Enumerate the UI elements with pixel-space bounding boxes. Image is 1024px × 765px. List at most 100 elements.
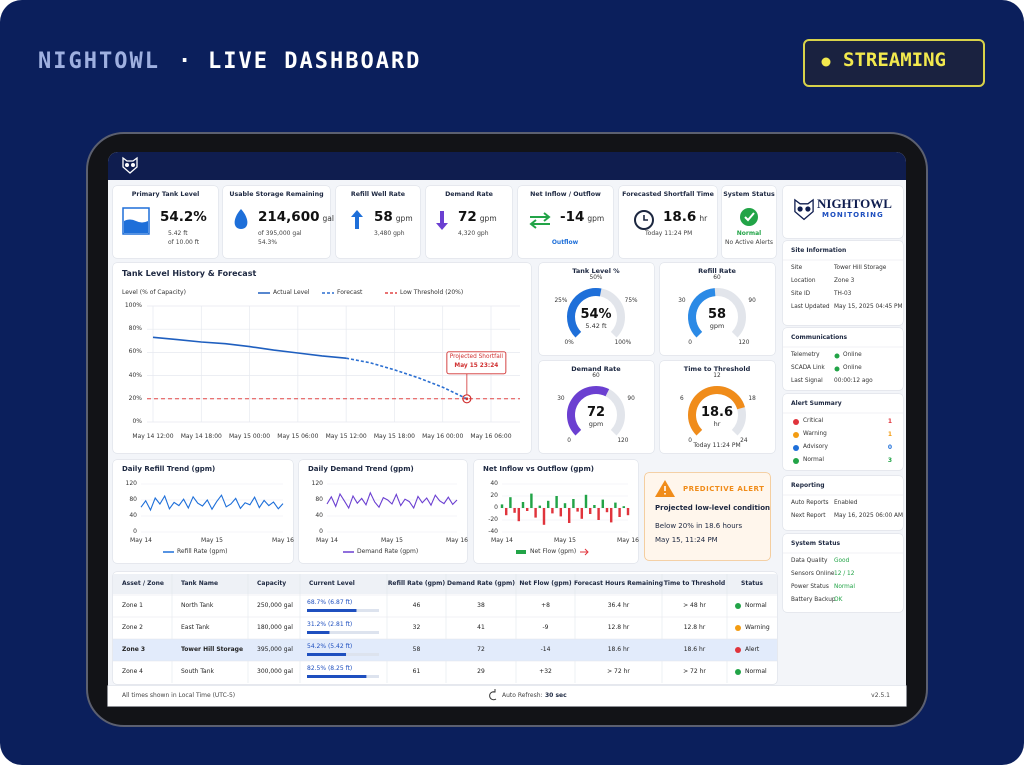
kpi-value-row: 18.6 hr	[663, 210, 707, 225]
flow-bar	[559, 508, 563, 517]
x-tick-label: May 14	[491, 537, 513, 544]
cell: +8	[541, 602, 550, 609]
level-bar	[307, 675, 367, 678]
x-tick-label: May 15	[201, 537, 223, 544]
row-value: 12 / 12	[834, 571, 855, 577]
gauge-value: 54%	[580, 307, 612, 322]
cell: 18.6 hr	[683, 646, 706, 653]
footer-bar	[108, 686, 906, 706]
level-bar	[307, 631, 330, 634]
chart-card	[113, 460, 293, 563]
flow-bar	[525, 508, 529, 511]
cell: 29	[477, 668, 485, 675]
kpi-label: Usable Storage Remaining	[229, 191, 324, 198]
flow-bar	[614, 502, 617, 508]
row-label: Advisory	[803, 444, 828, 450]
y-tick-label: 0%	[132, 418, 142, 425]
flow-bar	[555, 496, 558, 508]
separator: ·	[178, 49, 194, 74]
cell: North Tank	[181, 602, 214, 609]
logo-tagline: MONITORING	[822, 211, 884, 219]
row-value: May 15, 2025 04:45 PM	[834, 304, 903, 310]
column-header: Net Flow (gpm)	[519, 580, 572, 587]
legend-label: Forecast	[337, 289, 363, 296]
kpi-value-row: -14 gpm	[560, 210, 604, 225]
y-tick-label: 0	[133, 528, 137, 535]
legend-label: Net Flow (gpm)	[530, 548, 577, 555]
gauge-tick-label: 18	[748, 396, 756, 403]
gauge-tick-label: 0	[688, 437, 692, 444]
alert-count: 3	[887, 457, 892, 464]
status-text: Normal	[745, 668, 767, 675]
row-value: May 16, 2025 06:00 AM	[834, 513, 903, 519]
owl-eye	[805, 206, 811, 212]
x-tick-label: May 14 12:00	[132, 433, 174, 440]
gauge-value: 72	[586, 405, 606, 420]
cell: 180,000 gal	[257, 624, 293, 631]
top-bar	[108, 152, 906, 180]
y-tick-label: 20%	[128, 394, 142, 402]
flow-bar	[588, 508, 592, 514]
gauge-card	[660, 361, 775, 453]
kpi-note: No Active Alerts	[725, 239, 773, 246]
row-label: Battery Backup	[791, 597, 836, 603]
logo-card	[783, 186, 903, 238]
kpi-card	[336, 186, 420, 258]
gauge-title: Refill Rate	[698, 267, 736, 275]
flow-icon	[529, 212, 551, 229]
level-track	[307, 631, 379, 634]
gauge-tick-label: 25%	[554, 298, 568, 305]
level-text: 68.7% (6.87 ft)	[307, 599, 353, 606]
x-tick-label: May 15	[554, 537, 576, 544]
cell: 12.8 hr	[683, 624, 706, 631]
row-value: OK	[834, 597, 843, 603]
row-label: Data Quality	[791, 558, 828, 564]
annotation-box	[446, 351, 507, 375]
cell: +32	[539, 668, 552, 675]
row-label: Site	[791, 265, 803, 271]
row-label: Last Signal	[791, 378, 823, 384]
alert-count: 0	[887, 444, 892, 451]
cell: 72	[477, 646, 485, 653]
row-value: 00:00:12 ago	[834, 378, 873, 384]
alert-time: May 15, 11:24 PM	[655, 536, 718, 544]
legend-label: Refill Rate (gpm)	[177, 548, 228, 555]
flow-bar	[584, 494, 588, 508]
refresh-label: Auto Refresh:	[502, 692, 543, 699]
row-value: Normal	[834, 584, 855, 590]
gauge-tick-label: 50%	[589, 275, 603, 281]
flow-bar	[542, 508, 546, 525]
owl-eye	[125, 163, 129, 167]
kpi-note: Outflow	[551, 239, 579, 246]
row-value: Zone 3	[834, 278, 855, 284]
section-title: Reporting	[791, 482, 825, 489]
footer-version: v2.5.1	[871, 692, 890, 699]
cell: -9	[542, 624, 549, 631]
cell: East Tank	[181, 624, 210, 631]
legend-swatch	[516, 550, 526, 554]
level-bar	[307, 653, 347, 656]
x-tick-label: May 16	[617, 537, 639, 544]
owl-icon	[794, 198, 814, 221]
cell: Zone 1	[122, 602, 143, 609]
flow-bar	[622, 506, 626, 508]
sidebar-card	[783, 328, 903, 390]
flow-bar	[551, 508, 554, 514]
kpi-value-row: 58 gpm	[374, 210, 413, 225]
status-text: Warning	[745, 624, 770, 631]
chart-title: Daily Demand Trend (gpm)	[308, 465, 414, 473]
flow-bar	[534, 508, 537, 518]
kpi-note: of 10.00 ft	[168, 239, 200, 246]
level-text: 31.2% (2.81 ft)	[307, 621, 353, 628]
level-text: 82.5% (8.25 ft)	[307, 665, 353, 672]
flow-bar	[500, 504, 504, 508]
gauge-tick-label: 12	[713, 373, 721, 379]
owl-icon	[122, 156, 138, 174]
chart-title: Net Inflow vs Outflow (gpm)	[483, 465, 594, 473]
gauge-tick-label: 90	[627, 396, 635, 403]
y-tick-label: -40	[488, 528, 498, 535]
gauge-title: Tank Level %	[572, 267, 620, 275]
x-tick-label: May 16 06:00	[470, 433, 512, 440]
y-tick-label: 20	[490, 492, 498, 499]
column-header: Refill Rate (gpm)	[387, 580, 446, 587]
